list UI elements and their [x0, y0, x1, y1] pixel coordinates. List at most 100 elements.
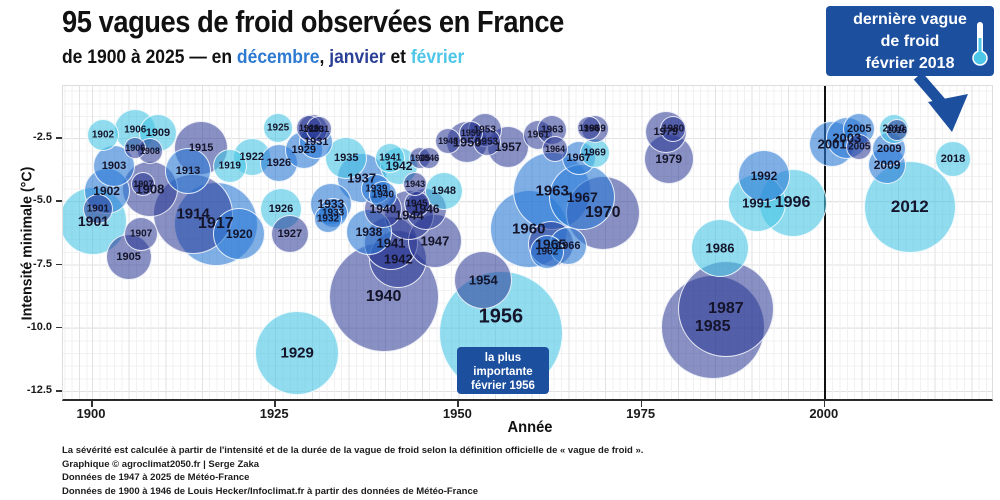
bubble-label-1902: 1902 [91, 129, 115, 141]
bubble-label-1996: 1996 [774, 194, 811, 212]
bubble-label-1930: 1930 [303, 124, 324, 135]
bubble-label-1907: 1907 [133, 178, 154, 189]
bubble-2005 [846, 134, 873, 161]
bubble-label-1926: 1926 [268, 202, 294, 215]
x-axis-title: Année [507, 419, 553, 436]
bubble-label-1967: 1967 [566, 188, 598, 205]
bubble-label-1939: 1939 [365, 183, 388, 195]
bubble-label-1965: 1965 [535, 236, 567, 253]
bubble-2018 [935, 140, 972, 177]
bubble-label-1903: 1903 [101, 159, 127, 172]
bubble-label-1931: 1931 [309, 124, 330, 135]
bubble-label-1968: 1968 [578, 122, 599, 133]
bubble-label-1940: 1940 [365, 288, 402, 306]
bubble-label-1940: 1940 [369, 201, 397, 216]
annotation-line: février 1956 [471, 380, 535, 392]
bubble-label-2018: 2018 [940, 152, 966, 165]
bubble-label-1929: 1929 [291, 143, 317, 156]
bubble-label-1913: 1913 [175, 164, 201, 177]
y-tick--7.5: -7.5 [33, 257, 52, 270]
subtitle-prefix: de 1900 à 2025 — en [62, 47, 237, 68]
bubble-1907 [131, 171, 156, 196]
bubble-label-2005: 2005 [846, 122, 872, 135]
bubble-label-1992: 1992 [750, 168, 778, 183]
bubble-label-1941: 1941 [376, 235, 406, 251]
y-tick-mark [56, 137, 62, 139]
x-tick-1950: 1950 [442, 406, 472, 421]
bubble-1907 [124, 217, 159, 252]
bubble-label-1941: 1941 [379, 152, 402, 164]
bubble-1980 [660, 115, 687, 142]
bubble-label-1967: 1967 [566, 152, 591, 165]
bubble-label-1901: 1901 [86, 203, 109, 215]
bubble-label-1942: 1942 [385, 158, 413, 173]
bubble-label-1986: 1986 [705, 240, 735, 256]
bubble-label-1908: 1908 [139, 145, 160, 156]
bubble-label-1957: 1957 [494, 140, 522, 155]
bubble-label-1925: 1925 [267, 122, 290, 134]
bubble-label-1933: 1933 [321, 207, 345, 219]
bubble-label-1933: 1933 [317, 196, 345, 211]
bubble-label-1908: 1908 [135, 181, 165, 197]
annotation-line: importante [473, 366, 533, 378]
bubble-label-2003: 2003 [832, 130, 862, 146]
bubble-label-1906: 1906 [125, 143, 146, 154]
bubble-1943 [403, 171, 428, 196]
bubble-label-1901: 1901 [77, 213, 110, 230]
bubble-label-1953: 1953 [473, 124, 496, 136]
y-tick-mark [56, 263, 62, 265]
bubble-label-1948: 1948 [438, 135, 459, 146]
bubble-1920 [213, 208, 266, 261]
x-tick-1975: 1975 [626, 406, 656, 421]
bubble-label-1948: 1948 [431, 185, 456, 198]
bubble-label-1970: 1970 [584, 203, 621, 221]
bubble-label-1919: 1919 [218, 160, 241, 172]
x-tick-mark [640, 401, 643, 407]
bubble-label-1920: 1920 [225, 227, 253, 242]
chart-subtitle-legend: de 1900 à 2025 — en décembre, janvier et… [62, 47, 464, 69]
source-footer: La sévérité est calculée à partir de l'i… [62, 444, 643, 498]
x-tick-1900: 1900 [76, 406, 106, 421]
bubble-label-1953: 1953 [475, 136, 499, 148]
bubble-label-1907: 1907 [129, 228, 153, 240]
annotation-line: dernière vague [853, 11, 967, 28]
bubble-label-1917: 1917 [198, 215, 234, 233]
bubble-label-1945: 1945 [405, 198, 428, 210]
bubble-label-1937: 1937 [347, 170, 377, 186]
bubble-label-1905: 1905 [116, 250, 141, 263]
annotation-last-wave: dernière vague de froid février 2018 [826, 6, 994, 76]
bubble-label-1915: 1915 [188, 142, 214, 155]
bubble-label-1945: 1945 [410, 153, 431, 164]
y-tick--2.5: -2.5 [33, 131, 52, 143]
x-tick-2000: 2000 [809, 406, 839, 421]
year-2000-reference-line [823, 86, 827, 399]
bubble-label-1991: 1991 [742, 195, 772, 211]
bubble-label-1962: 1962 [535, 246, 559, 258]
legend-january: janvier [329, 47, 386, 68]
bubble-label-1966: 1966 [556, 240, 581, 253]
bubble-1927 [270, 215, 309, 254]
bubble-1950 [458, 120, 483, 145]
bubble-label-1942: 1942 [383, 251, 413, 267]
bubble-label-2012: 2012 [890, 197, 929, 217]
bubble-1946 [418, 147, 441, 170]
plot-panel: 1956 2012 1940 1985 1987 1917 1970 1996 1929 1914… [62, 85, 993, 401]
bubble-label-1946: 1946 [412, 201, 440, 216]
footer-line-source-1: Données de 1947 à 2025 de Météo-France [62, 472, 250, 483]
bubble-1948 [435, 127, 462, 154]
y-tick-mark [56, 200, 62, 202]
bubble-1906 [124, 137, 147, 160]
bubble-label-2016: 2016 [886, 125, 907, 136]
bubble-1940 [368, 180, 397, 209]
bubble-label-1909: 1909 [145, 126, 171, 139]
bubble-label-1914: 1914 [176, 205, 210, 223]
bubble-label-1946: 1946 [419, 153, 440, 164]
x-tick-1925: 1925 [259, 406, 289, 421]
bubble-label-2005: 2005 [848, 141, 871, 153]
bubble-1932 [313, 204, 342, 233]
bubble-label-1932: 1932 [316, 213, 340, 225]
y-tick--12.5: -12.5 [26, 384, 52, 396]
bubble-label-1922: 1922 [239, 150, 264, 163]
thermometer-icon [972, 22, 988, 66]
bubble-label-1987: 1987 [708, 300, 744, 318]
